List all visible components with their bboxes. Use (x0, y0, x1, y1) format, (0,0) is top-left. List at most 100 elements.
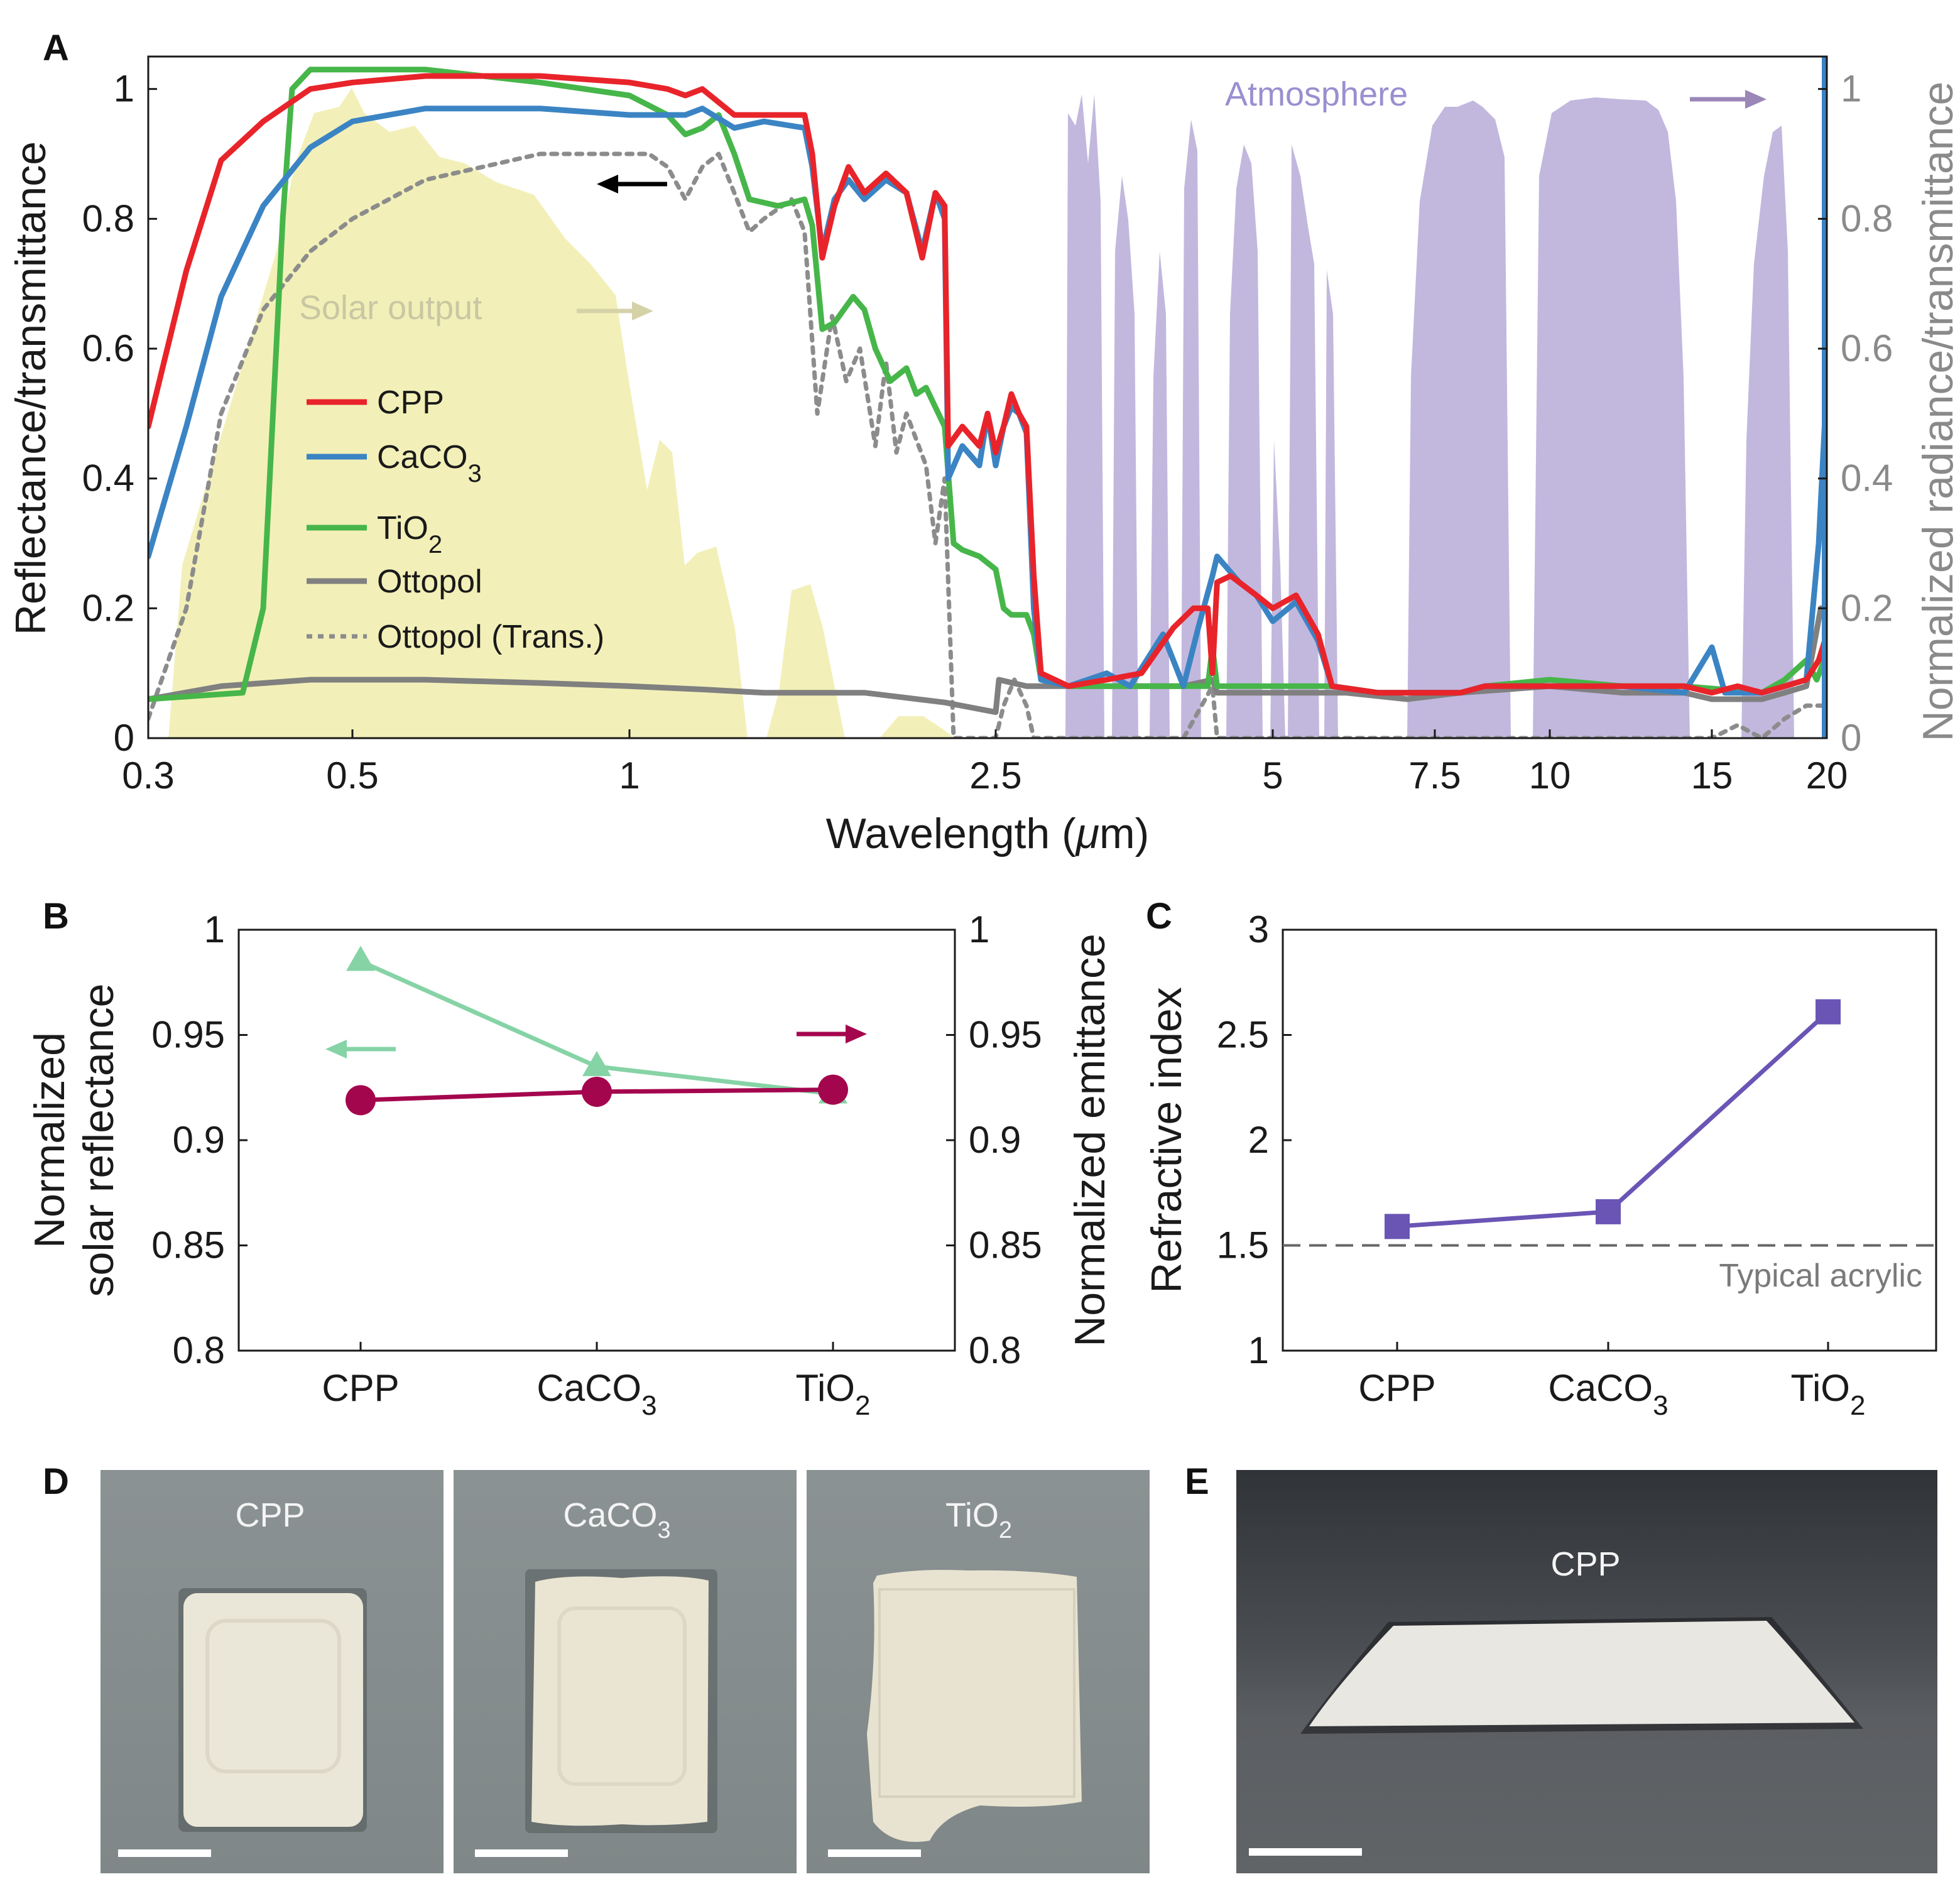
x-tick-label-sub: 3 (641, 1390, 656, 1421)
y-tick-label: 0.2 (82, 587, 134, 629)
x-tick-label: CaCO3 (536, 1367, 656, 1421)
solar-output-label: Solar output (299, 289, 482, 327)
panel-d: D CPP CaCO3 TiO2 (43, 1461, 1150, 1873)
x-tick-label-main: CaCO (536, 1367, 641, 1409)
x-tick-label: CPP (322, 1367, 399, 1409)
x-tick-label: 1 (619, 754, 640, 797)
x-tick-label: TiO2 (1791, 1367, 1866, 1421)
right-edge-series-bar (1822, 57, 1827, 738)
panel-a-letter: A (43, 28, 69, 68)
y-tick-label: 0.4 (82, 457, 134, 499)
x-tick-label: 0.3 (122, 754, 174, 797)
panel-e: E CPP (1185, 1461, 1937, 1873)
cpp-film (1309, 1621, 1854, 1726)
x-tick-label-main: CPP (1358, 1367, 1435, 1409)
panel-b-series (346, 945, 848, 1116)
y-tick-label: 0.9 (173, 1119, 225, 1161)
x-tick-label-sub: 2 (1850, 1390, 1865, 1421)
y-right-tick-label: 1 (1841, 68, 1861, 110)
y-right-tick-label: 1 (969, 908, 989, 950)
panel-a-ylabel: Reflectance/transmittance (7, 141, 55, 635)
series-line-cpp (148, 73, 1827, 696)
photo-tio2-sample: TiO2 (807, 1470, 1150, 1873)
panel-a-ticks: 0.3 0.5 1 2.5 5 7.5 10 15 2000.20.40.60.8100.20.… (82, 68, 1893, 797)
photo-caco3-sample: CaCO3 (454, 1470, 797, 1873)
y-tick-label: 1 (1248, 1329, 1269, 1371)
y-right-tick-label: 0 (1841, 717, 1861, 759)
data-point-circle (818, 1074, 848, 1105)
panel-c-letter: C (1146, 896, 1172, 937)
left-axis-arrow (597, 175, 667, 193)
panel-b-ylabel-line2: solar reflectance (75, 984, 122, 1297)
photo-label-cpp: CPP (235, 1496, 305, 1534)
panel-c-series (1385, 999, 1841, 1239)
legend-label-tio2: TiO2 (377, 510, 442, 558)
legend-label-ottopol-trans: Ottopol (Trans.) (377, 619, 604, 655)
typical-acrylic-label: Typical acrylic (1719, 1258, 1922, 1294)
data-point-triangle (582, 1050, 611, 1076)
panel-b-ylabel-line1: Normalized (26, 1032, 74, 1248)
y-tick-label: 0 (114, 717, 134, 759)
y-right-tick-label: 0.2 (1841, 587, 1893, 629)
panel-b-ticks: 0.8 0.8 0.85 0.85 0.9 0.9 0.95 0.95 1 1 CPP CaCO3 Ti… (151, 908, 1042, 1421)
photo-label-cpp-side: CPP (1550, 1545, 1620, 1583)
y-tick-label: 1 (204, 908, 225, 950)
x-tick-label: TiO2 (796, 1367, 871, 1421)
panel-a-ylabel-right: Normalized radiance/transmittance (1914, 82, 1960, 742)
y-tick-label: 3 (1248, 908, 1269, 950)
data-point-circle (346, 1085, 376, 1116)
data-point-square (1385, 1214, 1410, 1239)
scale-bar (1249, 1848, 1362, 1856)
x-tick-label-main: CaCO (1548, 1367, 1653, 1409)
x-tick-label-sub: 2 (855, 1390, 870, 1421)
atmosphere-label: Atmosphere (1225, 75, 1408, 113)
panel-a: A 0.3 0.5 1 2.5 5 7.5 10 15 2000.20.40.60.8100.2… (7, 28, 1960, 857)
data-point-square (1596, 1199, 1621, 1224)
legend-label-caco3: CaCO3 (377, 439, 482, 487)
series-line-refractive-index (1396, 1010, 1830, 1229)
x-tick-label-main: TiO (1791, 1367, 1850, 1409)
atmosphere-transmittance-area (1065, 94, 1794, 738)
y-tick-label: 0.8 (82, 197, 134, 239)
x-tick-label: 5 (1262, 754, 1283, 797)
y-tick-label: 0.6 (82, 327, 134, 369)
panel-b-ylabel-right: Normalized emittance (1066, 934, 1114, 1347)
y-tick-label: 0.85 (151, 1224, 225, 1266)
series-line-ottopol (148, 605, 1827, 716)
legend-label-ottopol: Ottopol (377, 563, 482, 600)
data-point-triangle (346, 945, 375, 971)
x-tick-label: CaCO3 (1548, 1367, 1668, 1421)
y-tick-label: 0.8 (173, 1329, 225, 1371)
y-right-tick-label: 0.9 (969, 1119, 1021, 1161)
panel-b: B 0.8 0.8 0.85 0.85 0.9 0.9 0.95 0.95 1 1 CPP CaCO3… (26, 896, 1114, 1421)
legend-label-cpp: CPP (377, 384, 444, 421)
panel-c-ylabel: Refractive index (1143, 987, 1190, 1293)
y-right-tick-label: 0.4 (1841, 457, 1893, 499)
panel-d-letter: D (43, 1461, 69, 1502)
panel-b-letter: B (43, 896, 69, 937)
x-tick-label: 10 (1529, 754, 1571, 797)
scale-bar (475, 1849, 568, 1857)
panel-a-axes-box (147, 55, 1828, 739)
scale-bar (828, 1849, 921, 1857)
solar-output-area (168, 88, 955, 738)
solar-right-arrow (577, 302, 653, 320)
panel-e-letter: E (1185, 1461, 1209, 1502)
x-tick-label: 2.5 (969, 754, 1021, 797)
y-right-tick-label: 0.85 (969, 1224, 1042, 1266)
y-right-tick-label: 0.6 (1841, 327, 1893, 369)
y-tick-label: 1 (114, 68, 134, 110)
panel-a-legend: CPP CaCO3 TiO2 Ottopol Ottopol (Trans.) (307, 384, 604, 655)
y-tick-label: 2.5 (1217, 1014, 1269, 1056)
y-tick-label: 2 (1248, 1119, 1269, 1161)
scale-bar (118, 1849, 211, 1857)
x-tick-label: 0.5 (326, 754, 378, 797)
y-right-tick-label: 0.8 (1841, 197, 1893, 239)
data-point-circle (582, 1076, 612, 1107)
y-tick-label: 1.5 (1217, 1224, 1269, 1266)
x-tick-label-main: TiO (796, 1367, 855, 1409)
y-tick-label: 0.95 (151, 1014, 225, 1056)
